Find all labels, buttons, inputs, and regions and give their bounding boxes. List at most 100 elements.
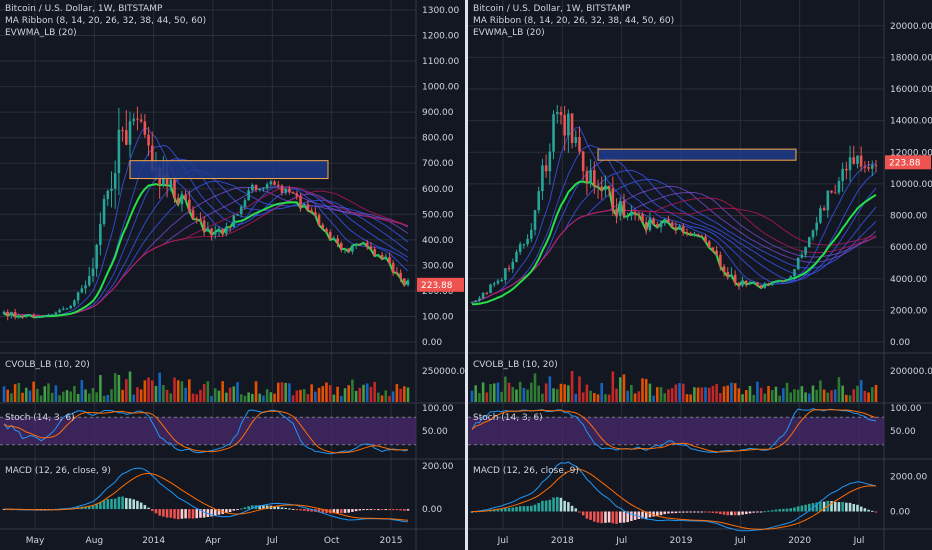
candle-body: [110, 188, 113, 191]
candle-body: [544, 165, 548, 172]
macd-histogram-bar: [258, 505, 262, 510]
candle-body: [210, 228, 213, 235]
volume-bar: [533, 373, 537, 402]
volume-bar: [128, 371, 132, 402]
volume-bar: [811, 385, 815, 402]
candle-body: [251, 184, 254, 191]
candle-body: [369, 246, 373, 250]
macd-histogram-bar: [95, 503, 98, 510]
candle-body: [87, 276, 91, 286]
time-axis-tick: 2014: [142, 536, 165, 546]
volume-bar: [537, 385, 541, 402]
candle-body: [2, 311, 6, 314]
legend-stoch: Stoch (14, 3, 6): [5, 413, 75, 423]
volume-bar: [589, 390, 592, 402]
price-axis-tick: 16000.00: [890, 85, 932, 95]
macd-histogram-bar: [384, 509, 388, 511]
panel-divider[interactable]: [465, 0, 468, 550]
evwma-line: [3, 183, 409, 319]
volume-bar: [833, 389, 837, 402]
volume-bar: [43, 386, 47, 402]
stoch-d-line: [3, 410, 408, 454]
macd-histogram-bar: [295, 509, 299, 511]
volume-axis-tick: 200000.00: [890, 367, 932, 377]
macd-histogram-bar: [674, 511, 678, 514]
volume-bar: [793, 389, 796, 402]
candle-body: [280, 185, 284, 193]
candle-body: [143, 121, 147, 135]
macd-histogram-bar: [518, 506, 522, 512]
volume-bar: [403, 386, 406, 402]
macd-histogram-bar: [719, 511, 722, 515]
macd-histogram-bar: [511, 507, 515, 512]
macd-histogram-bar: [748, 511, 752, 514]
macd-histogram-bar: [574, 508, 578, 512]
candle-body: [793, 269, 796, 277]
volume-bar: [132, 394, 136, 402]
volume-bar: [826, 392, 830, 402]
volume-bar: [302, 389, 306, 402]
macd-histogram-bar: [199, 509, 202, 518]
volume-bar: [785, 382, 789, 402]
volume-bar: [180, 381, 184, 402]
macd-histogram-bar: [143, 505, 147, 510]
volume-bar: [837, 377, 841, 402]
candle-body: [589, 170, 592, 183]
volume-bar: [236, 382, 239, 402]
chart-panel-right[interactable]: 20000.00 18000.00 16000.00 14000.00 12000.00…: [468, 0, 932, 550]
macd-histogram-bar: [637, 511, 641, 519]
macd-histogram-bar: [232, 509, 236, 511]
macd-histogram-bar: [399, 509, 402, 511]
chart-canvas-left[interactable]: 1300.00 1200.00 1100.00 1000.00 900.00 800.00…: [0, 0, 465, 550]
price-axis-tick: 100.00: [422, 312, 454, 322]
candle-body: [733, 274, 737, 283]
legend-stoch: Stoch (14, 3, 6): [473, 413, 543, 423]
price-axis-tick: 900.00: [422, 108, 454, 118]
macd-histogram-bar: [154, 509, 158, 514]
volume-bar: [752, 394, 755, 402]
volume-bar: [377, 392, 380, 402]
volume-bar: [567, 385, 570, 402]
volume-bar: [65, 390, 69, 402]
volume-bar: [191, 393, 195, 402]
macd-histogram-bar: [552, 497, 555, 512]
volume-bar: [276, 382, 280, 402]
candle-body: [537, 191, 541, 211]
volume-bar: [80, 380, 84, 402]
volume-bar: [73, 385, 76, 402]
macd-histogram-bar: [763, 511, 767, 513]
macd-histogram-bar: [225, 509, 228, 513]
candle-body: [578, 137, 581, 152]
volume-bar: [221, 381, 224, 402]
chart-canvas-right[interactable]: 20000.00 18000.00 16000.00 14000.00 12000.00…: [468, 0, 932, 550]
candle-body: [213, 231, 217, 235]
candle-body: [867, 167, 870, 169]
macd-histogram-bar: [496, 508, 500, 512]
macd-histogram-bar: [515, 506, 518, 512]
volume-bar: [741, 394, 744, 402]
candle-body: [254, 184, 258, 190]
volume-bar: [659, 387, 663, 402]
price-axis-tick: 12000.00: [890, 148, 932, 158]
time-axis-tick: Jul: [853, 536, 865, 546]
time-axis-tick: Apr: [205, 536, 221, 546]
candle-body: [106, 190, 110, 200]
candle-body: [288, 188, 291, 193]
chart-panel-left[interactable]: 1300.00 1200.00 1100.00 1000.00 900.00 800.00…: [0, 0, 465, 550]
volume-bar: [373, 381, 376, 402]
macd-histogram-bar: [656, 511, 659, 517]
volume-bar: [604, 394, 607, 402]
current-price-tag: [885, 155, 931, 170]
macd-histogram-bar: [169, 509, 173, 518]
macd-histogram-bar: [365, 509, 369, 511]
macd-histogram-bar: [607, 511, 611, 523]
volume-bar: [722, 386, 726, 402]
candle-body: [91, 268, 95, 277]
candle-body: [841, 168, 844, 182]
candle-body: [719, 254, 722, 267]
volume-bar: [17, 382, 21, 402]
macd-histogram-bar: [800, 505, 804, 512]
candle-body: [637, 213, 641, 215]
volume-bar: [362, 384, 365, 402]
volume-bar: [188, 379, 191, 402]
